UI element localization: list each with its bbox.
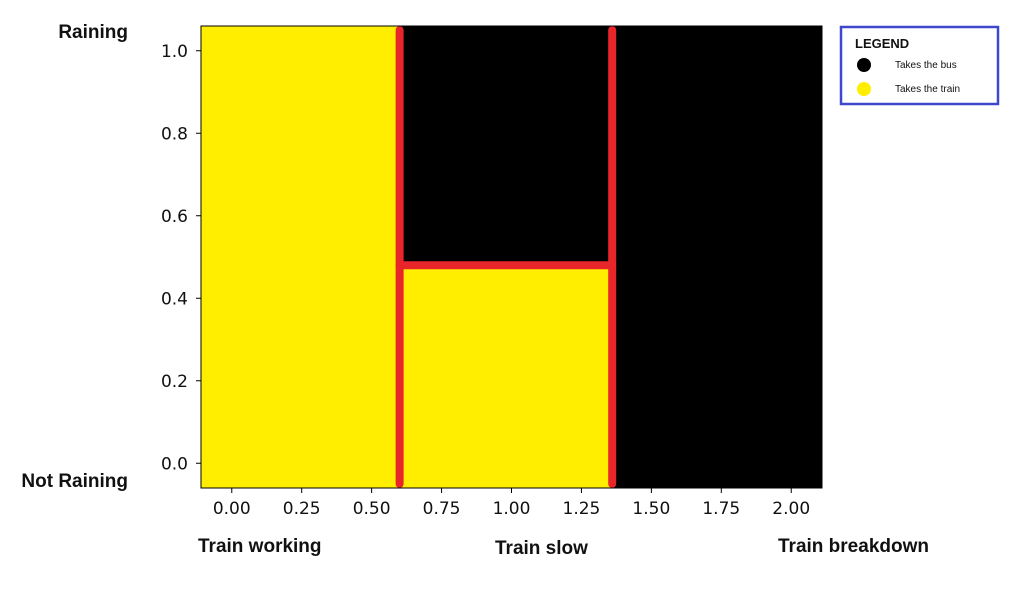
legend-label-bus: Takes the bus bbox=[895, 60, 957, 71]
y-tick-label: 0.0 bbox=[161, 454, 188, 474]
legend: LEGEND Takes the bus Takes the train bbox=[839, 25, 1000, 106]
x-tick-label: 2.00 bbox=[772, 499, 810, 519]
x-tick-label: 1.75 bbox=[702, 499, 740, 519]
x-tick-label: 0.25 bbox=[283, 499, 321, 519]
legend-marker-train bbox=[857, 82, 871, 96]
legend-marker-bus bbox=[857, 58, 871, 72]
x-tick-label: 1.50 bbox=[632, 499, 670, 519]
annotation-train-slow: Train slow bbox=[495, 538, 588, 559]
legend-title: LEGEND bbox=[855, 36, 909, 51]
legend-label-train: Takes the train bbox=[895, 84, 960, 95]
x-tick-label: 0.75 bbox=[423, 499, 461, 519]
region-bus-3 bbox=[612, 26, 822, 488]
y-axis: 0.0 0.2 0.4 0.6 0.8 1.0 bbox=[161, 42, 201, 474]
x-tick-label: 0.00 bbox=[213, 499, 251, 519]
y-tick-label: 0.2 bbox=[161, 372, 188, 392]
annotation-train-breakdown: Train breakdown bbox=[778, 536, 929, 557]
region-train-1 bbox=[399, 265, 613, 488]
x-axis: 0.00 0.25 0.50 0.75 1.00 1.25 1.50 1.75 2.00 bbox=[213, 488, 810, 519]
y-tick-label: 1.0 bbox=[161, 42, 188, 62]
region-train-0 bbox=[201, 26, 400, 488]
plot-regions bbox=[201, 26, 822, 488]
y-tick-label: 0.8 bbox=[161, 124, 188, 144]
x-tick-label: 0.50 bbox=[353, 499, 391, 519]
x-tick-label: 1.00 bbox=[493, 499, 531, 519]
annotation-train-working: Train working bbox=[198, 536, 322, 557]
x-tick-label: 1.25 bbox=[563, 499, 601, 519]
annotation-raining: Raining bbox=[58, 22, 128, 43]
plot-boundaries bbox=[395, 26, 617, 488]
y-tick-label: 0.4 bbox=[161, 289, 188, 309]
y-tick-label: 0.6 bbox=[161, 207, 188, 227]
region-bus-2 bbox=[399, 26, 613, 266]
annotation-not-raining: Not Raining bbox=[21, 471, 128, 492]
